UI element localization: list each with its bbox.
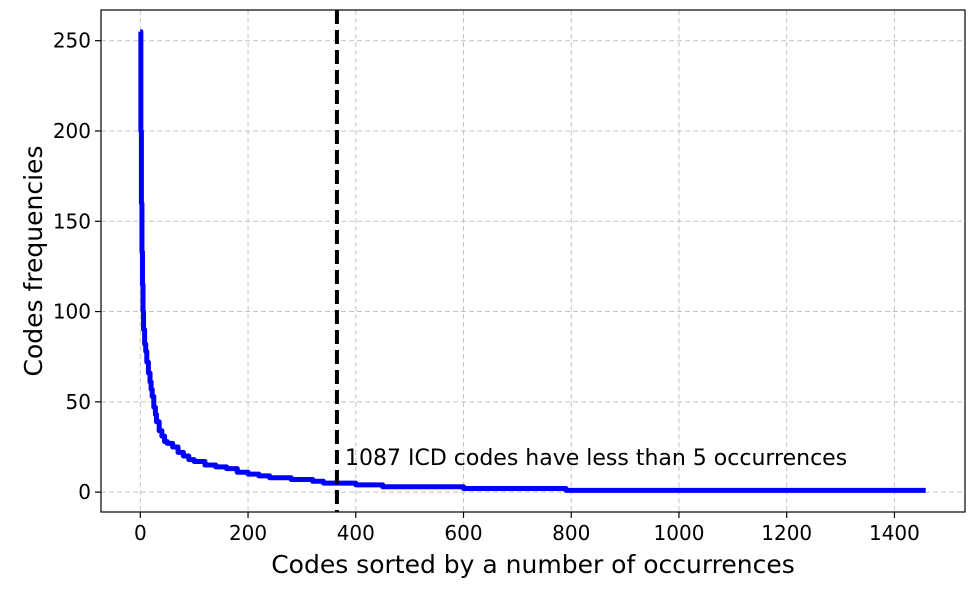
plot-frame [100,9,966,513]
tick-layer: 0 200 400 600 800 1000 1200 1400 0 50 100 150 200 250 [53,29,920,545]
series-layer [138,29,926,493]
x-tick-label: 400 [337,521,375,545]
x-tick-label: 0 [134,521,147,545]
x-tick-label: 600 [444,521,482,545]
x-tick-label: 200 [229,521,267,545]
y-tick-label: 250 [53,29,91,53]
x-tick-label: 800 [552,521,590,545]
annotation-text: 1087 ICD codes have less than 5 occurren… [345,446,847,471]
y-tick-label: 50 [66,390,91,414]
y-tick-label: 0 [78,480,91,504]
x-tick-label: 1200 [761,521,812,545]
y-tick-label: 150 [53,209,91,233]
x-axis-label: Codes sorted by a number of occurrences [271,550,795,579]
y-axis-label: Codes frequencies [19,146,48,377]
x-tick-label: 1400 [869,521,920,545]
series-line [138,29,926,493]
x-tick-label: 1000 [654,521,705,545]
grid-layer [101,10,965,512]
y-tick-label: 100 [53,300,91,324]
y-tick-label: 200 [53,119,91,143]
